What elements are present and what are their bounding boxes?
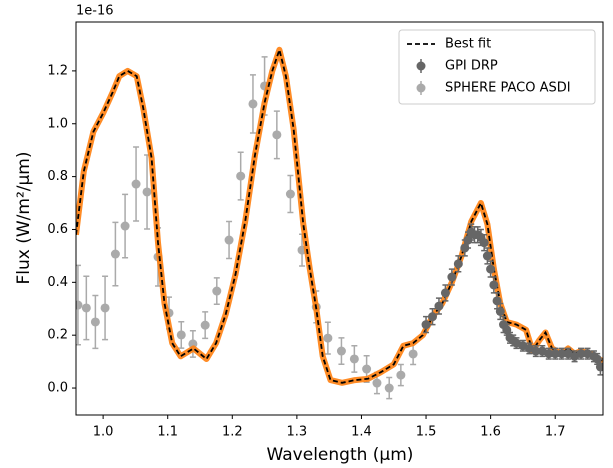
data-point (384, 383, 394, 393)
x-axis-label: Wavelength (μm) (267, 445, 414, 465)
data-point (544, 349, 554, 359)
x-tick-label: 1.5 (416, 425, 437, 440)
data-point (592, 354, 602, 364)
data-point (482, 251, 492, 261)
data-point (100, 303, 110, 313)
legend-marker (416, 61, 426, 71)
legend-box (398, 29, 596, 105)
y-tick-label: 0.4 (47, 275, 68, 290)
legend-marker (416, 83, 426, 93)
y-tick-label: 0.0 (47, 381, 68, 396)
data-point (285, 189, 295, 199)
data-point (248, 99, 258, 109)
data-point (272, 130, 282, 140)
y-tick-label: 1.0 (47, 116, 68, 131)
data-point (236, 171, 246, 181)
data-point (550, 349, 560, 359)
y-offset-label: 1e-16 (76, 4, 114, 19)
data-point (576, 349, 586, 359)
legend-label: Best fit (445, 37, 491, 52)
x-tick-label: 1.6 (480, 425, 501, 440)
plot-area (76, 46, 603, 400)
fit-line (76, 46, 603, 384)
data-point (200, 320, 210, 330)
x-tick-label: 1.2 (222, 425, 243, 440)
data-point (447, 272, 457, 282)
data-point (176, 330, 186, 340)
data-point (460, 243, 470, 253)
data-point (336, 346, 346, 356)
data-point (224, 235, 234, 245)
data-point (323, 333, 333, 343)
data-point (131, 179, 141, 189)
y-tick-label: 1.2 (47, 63, 68, 78)
legend-label: GPI DRP (445, 59, 498, 74)
data-point (81, 303, 91, 313)
data-point (362, 364, 372, 374)
data-point (349, 354, 359, 364)
data-point (396, 370, 406, 380)
x-tick-label: 1.3 (287, 425, 308, 440)
data-point (372, 378, 382, 388)
data-point (212, 286, 222, 296)
y-tick-label: 0.8 (47, 169, 68, 184)
y-tick-label: 0.6 (47, 222, 68, 237)
data-point (434, 301, 444, 311)
y-tick-label: 0.2 (47, 328, 68, 343)
data-point (440, 288, 450, 298)
data-point (453, 259, 463, 269)
data-point (90, 317, 100, 327)
data-point (486, 264, 496, 274)
data-point (76, 300, 83, 310)
data-point (531, 346, 541, 356)
data-point (495, 306, 505, 316)
data-point (110, 249, 120, 259)
data-point (142, 187, 152, 197)
data-point (421, 320, 431, 330)
x-tick-label: 1.7 (545, 425, 566, 440)
x-tick-label: 1.1 (157, 425, 178, 440)
data-point (428, 312, 437, 322)
data-point (595, 362, 603, 372)
legend-label: SPHERE PACO ASDI (445, 81, 571, 96)
x-tick-label: 1.0 (93, 425, 114, 440)
legend: Best fit GPI DRP SPHERE PACO ASDI (398, 29, 596, 105)
x-tick-label: 1.4 (351, 425, 372, 440)
data-point (408, 349, 418, 359)
data-point (479, 238, 489, 248)
data-point (489, 280, 499, 290)
axes-frame (75, 21, 604, 416)
data-point (557, 349, 567, 359)
data-point (120, 221, 130, 231)
data-point (463, 235, 473, 245)
y-axis-label: Flux (W/m²/μm) (14, 151, 34, 284)
